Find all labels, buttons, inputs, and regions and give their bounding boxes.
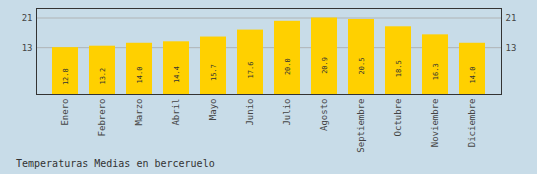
svg-text:Octubre: Octubre xyxy=(393,99,403,137)
svg-text:21: 21 xyxy=(506,13,517,23)
svg-text:Junio: Junio xyxy=(245,99,255,126)
svg-text:16.3: 16.3 xyxy=(432,63,440,80)
svg-text:Diciembre: Diciembre xyxy=(467,99,477,148)
svg-text:14.4: 14.4 xyxy=(173,66,181,83)
svg-text:20.0: 20.0 xyxy=(284,58,292,75)
svg-text:Septiembre: Septiembre xyxy=(356,99,366,153)
svg-text:21: 21 xyxy=(22,13,33,23)
svg-text:Julio: Julio xyxy=(282,99,292,126)
svg-text:Agosto: Agosto xyxy=(319,99,329,132)
svg-text:Marzo: Marzo xyxy=(134,99,144,126)
html-text:Temperaturas Medias en berceru: Temperaturas Medias en berceruelo xyxy=(16,158,215,169)
svg-text:Mayo: Mayo xyxy=(208,99,218,121)
svg-text:Enero: Enero xyxy=(60,99,70,126)
svg-text:12.8: 12.8 xyxy=(62,68,70,85)
svg-text:20.5: 20.5 xyxy=(358,58,366,75)
svg-text:13: 13 xyxy=(22,43,33,53)
svg-text:14.0: 14.0 xyxy=(469,67,477,84)
svg-text:Noviembre: Noviembre xyxy=(430,99,440,148)
svg-text:13: 13 xyxy=(506,43,517,53)
svg-text:18.5: 18.5 xyxy=(395,60,403,77)
svg-text:13.2: 13.2 xyxy=(99,68,107,85)
svg-text:15.7: 15.7 xyxy=(210,64,218,81)
svg-text:Abril: Abril xyxy=(171,99,181,126)
svg-text:14.0: 14.0 xyxy=(136,67,144,84)
svg-text:17.6: 17.6 xyxy=(247,62,255,79)
svg-text:20.9: 20.9 xyxy=(321,57,329,74)
svg-text:Febrero: Febrero xyxy=(97,99,107,137)
